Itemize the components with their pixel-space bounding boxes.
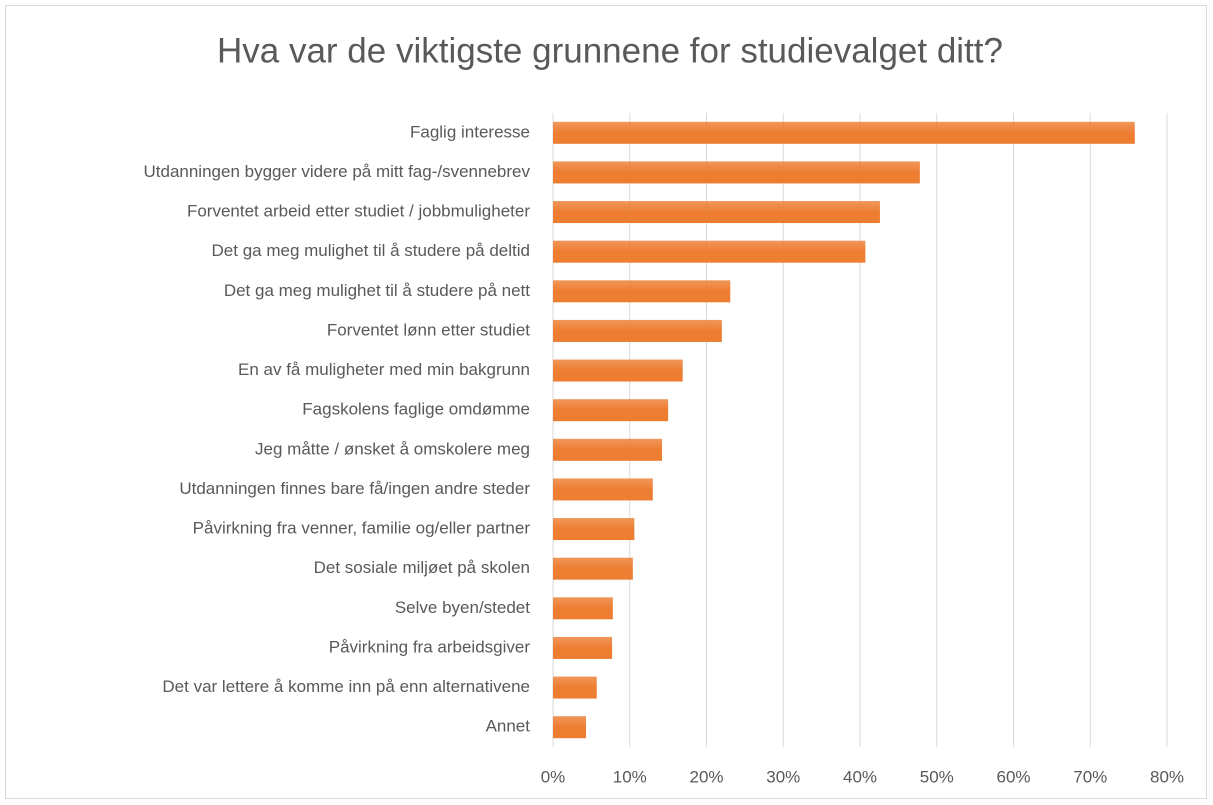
- y-tick-label: Selve byen/stedet: [395, 598, 530, 617]
- y-tick-label: Jeg måtte / ønsket å omskolere meg: [255, 439, 530, 458]
- bar: [553, 201, 880, 224]
- x-tick-label: 60%: [996, 767, 1030, 786]
- bar: [553, 438, 662, 461]
- x-tick-label: 10%: [613, 767, 647, 786]
- y-tick-label: Utdanningen bygger videre på mitt fag-/s…: [143, 162, 530, 181]
- x-tick-label: 80%: [1150, 767, 1184, 786]
- y-tick-label: Annet: [486, 717, 531, 736]
- y-tick-label: Faglig interesse: [410, 122, 530, 141]
- y-tick-label: Forventet arbeid etter studiet / jobbmul…: [187, 202, 530, 221]
- bar: [553, 676, 597, 699]
- bar: [553, 121, 1135, 144]
- y-tick-label: En av få muligheter med min bakgrunn: [238, 360, 530, 379]
- y-tick-label: Det sosiale miljøet på skolen: [314, 558, 530, 577]
- bar: [553, 518, 635, 541]
- y-tick-label: Påvirkning fra arbeidsgiver: [329, 637, 531, 656]
- bar: [553, 636, 613, 659]
- y-tick-label: Det ga meg mulighet til å studere på net…: [224, 281, 530, 300]
- y-tick-label: Påvirkning fra venner, familie og/eller …: [193, 519, 531, 538]
- x-tick-label: 20%: [689, 767, 723, 786]
- bar: [553, 399, 669, 422]
- x-tick-label: 0%: [541, 767, 566, 786]
- y-tick-label: Utdanningen finnes bare få/ingen andre s…: [179, 479, 530, 498]
- bar: [553, 557, 633, 580]
- bar: [553, 597, 613, 620]
- bar: [553, 280, 731, 303]
- bar: [553, 240, 866, 263]
- y-tick-label: Det var lettere å komme inn på enn alter…: [162, 677, 530, 696]
- x-tick-label: 30%: [766, 767, 800, 786]
- x-tick-label: 40%: [843, 767, 877, 786]
- y-tick-label: Forventet lønn etter studiet: [327, 320, 530, 339]
- bar: [553, 359, 683, 382]
- bar: [553, 478, 653, 501]
- bar: [553, 716, 587, 739]
- x-tick-label: 50%: [920, 767, 954, 786]
- bar: [553, 319, 722, 342]
- y-tick-label: Fagskolens faglige omdømme: [302, 400, 530, 419]
- x-tick-label: 70%: [1073, 767, 1107, 786]
- chart-title: Hva var de viktigste grunnene for studie…: [217, 31, 1003, 70]
- y-tick-label: Det ga meg mulighet til å studere på del…: [212, 241, 530, 260]
- bar: [553, 161, 920, 184]
